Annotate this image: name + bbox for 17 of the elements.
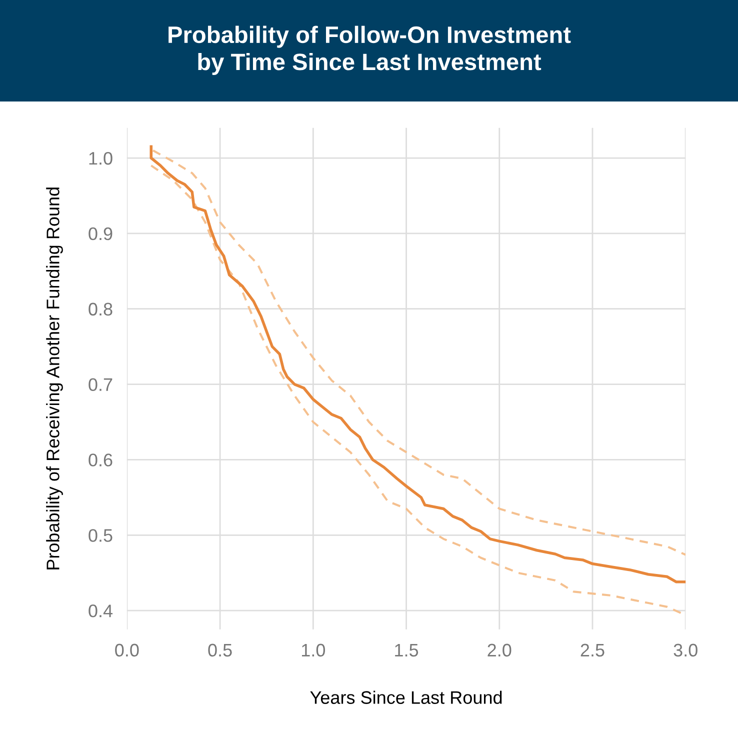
y-tick-label: 0.4 [88, 604, 113, 618]
chart-title: Probability of Follow-On Investment by Time Since Last Investment [168, 26, 571, 75]
x-tick-label: 0.5 [208, 644, 232, 657]
y-tick-label: 0.7 [88, 378, 112, 392]
x-tick-label: 1.0 [302, 644, 326, 657]
y-tick-label: 0.5 [88, 529, 112, 542]
y-tick-label: 0.6 [88, 454, 112, 466]
x-tick-label: 2.5 [580, 644, 604, 657]
y-tick-label: 1.0 [89, 152, 112, 165]
x-tick-label: 3.0 [674, 644, 698, 657]
y-axis-title: Probability of Receiving Another Funding Round [46, 188, 63, 570]
x-tick-label: 1.5 [395, 644, 418, 657]
x-axis-title: Years Since Last Round [310, 690, 502, 704]
y-tick-label: 0.9 [88, 227, 112, 240]
y-tick-label: 0.8 [88, 302, 112, 316]
x-tick-label: 2.0 [488, 644, 512, 657]
x-tick-label: 0.0 [115, 644, 139, 657]
